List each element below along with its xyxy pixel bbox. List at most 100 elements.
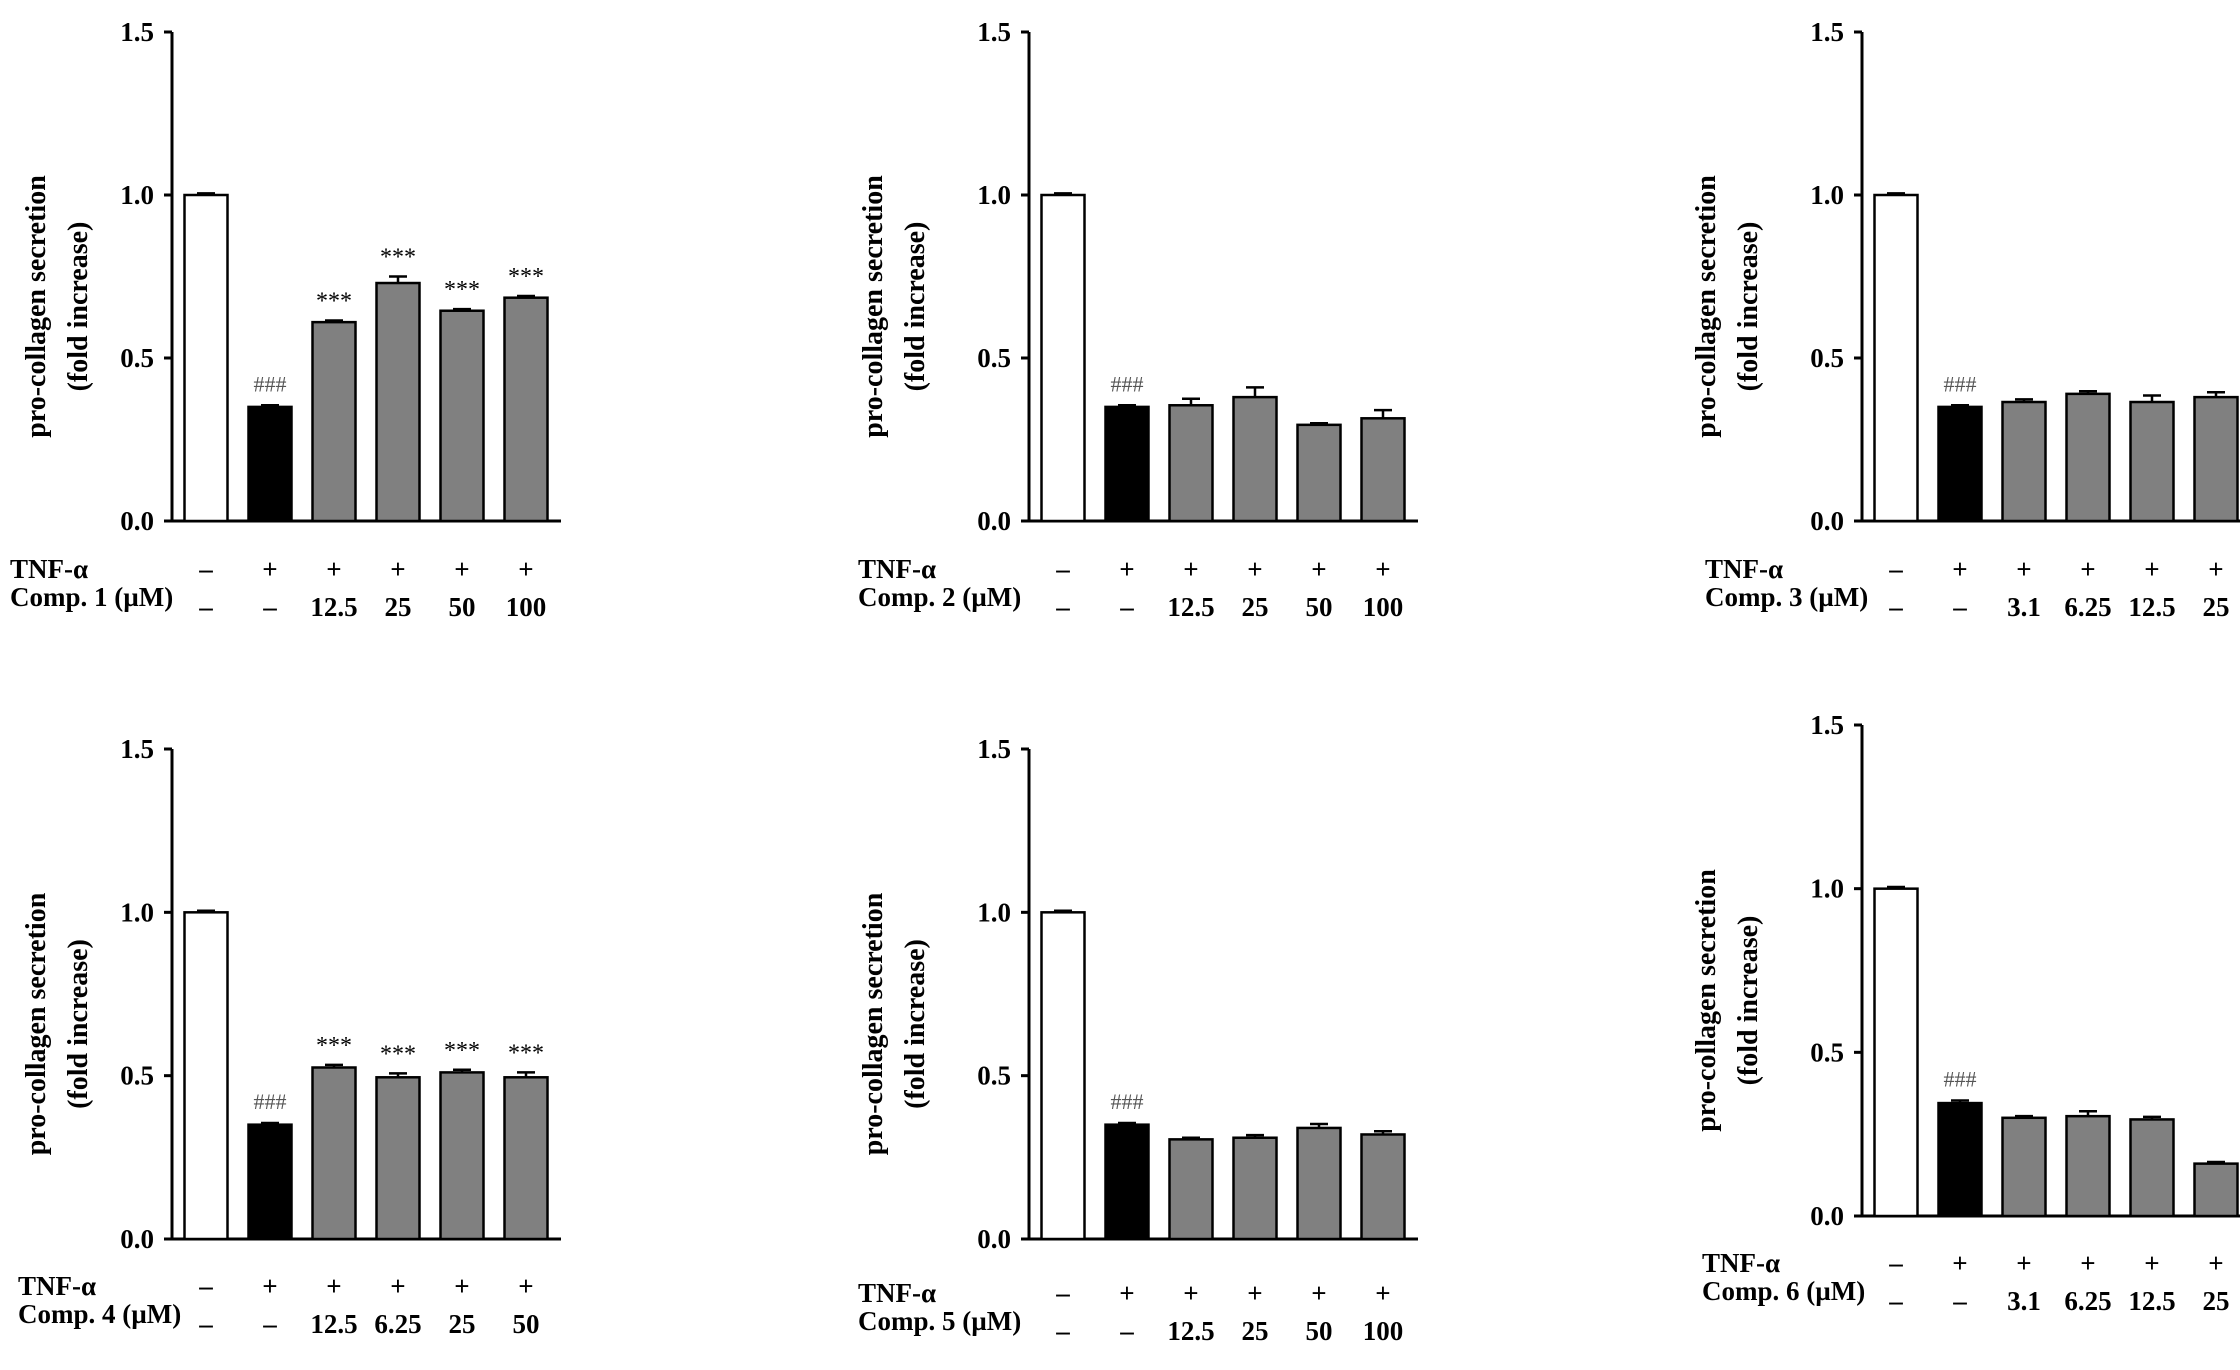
tnf-cell: + — [2144, 554, 2159, 584]
concentration-cell: 6.25 — [2064, 592, 2111, 622]
bar-6 — [503, 296, 549, 523]
y-tick-label: 0.0 — [977, 1224, 1011, 1254]
concentration-cell: 25 — [385, 592, 412, 622]
significance-star-label: *** — [508, 264, 544, 290]
bar-1 — [183, 911, 229, 1241]
y-tick-label: 0.0 — [120, 1224, 154, 1254]
y-tick-label: 1.0 — [120, 180, 154, 210]
bar-4 — [375, 1076, 421, 1241]
concentration-cell: 12.5 — [310, 1309, 357, 1339]
concentration-cell: 12.5 — [310, 592, 357, 622]
concentration-cell: 25 — [449, 1309, 476, 1339]
concentration-cell: 25 — [1242, 1316, 1269, 1346]
significance-star-label: *** — [380, 1041, 416, 1067]
bar-2 — [247, 405, 293, 523]
tnf-cell: + — [2208, 1248, 2223, 1278]
bar-6 — [2193, 395, 2239, 523]
y-axis-label: pro-collagen secretion — [1691, 869, 1722, 1132]
y-tick-label: 0.5 — [1810, 1037, 1844, 1067]
tnf-row-label: TNF-α — [1705, 554, 1783, 584]
concentration-cell: 25 — [2203, 592, 2230, 622]
tnf-cell: + — [1247, 554, 1262, 584]
y-axis-label: (fold increase) — [1733, 916, 1764, 1086]
bar-3 — [1168, 1138, 1214, 1241]
y-tick-label: 1.5 — [977, 17, 1011, 47]
tnf-cell: + — [262, 554, 277, 584]
bar-3 — [2001, 400, 2047, 523]
bar-2 — [1937, 1101, 1983, 1218]
chart-panel-5: 0.0 0.5 1.0 1.5 pro-collagen secretion (fold … — [858, 734, 1418, 1346]
concentration-cell: – — [1952, 1286, 1967, 1316]
y-tick-label: 1.5 — [120, 17, 154, 47]
concentration-cell: – — [1888, 1286, 1903, 1316]
concentration-cell: – — [1055, 1316, 1070, 1346]
concentration-cell: – — [1055, 592, 1070, 622]
bar-5 — [2129, 1118, 2175, 1218]
tnf-cell: + — [2016, 554, 2031, 584]
y-tick-label: 0.0 — [977, 506, 1011, 536]
chart-panel-3: 0.0 0.5 1.0 1.5 pro-collagen secretion (fold … — [1691, 17, 2240, 622]
tnf-cell: + — [1119, 554, 1134, 584]
concentration-cell: 100 — [1363, 1316, 1404, 1346]
bar-5 — [439, 1071, 485, 1241]
bar-4 — [2065, 1114, 2111, 1218]
concentration-cell: 6.25 — [2064, 1286, 2111, 1316]
tnf-row-label: TNF-α — [1702, 1248, 1780, 1278]
concentration-cell: – — [1119, 1316, 1134, 1346]
bar-2 — [1937, 405, 1983, 523]
comp-row-label: Comp. 2 (µM) — [858, 582, 1021, 612]
bar-4 — [1232, 395, 1278, 523]
tnf-cell: + — [390, 554, 405, 584]
tnf-cell: + — [2080, 554, 2095, 584]
comp-row-label: Comp. 5 (µM) — [858, 1306, 1021, 1336]
y-axis-label: (fold increase) — [1733, 222, 1764, 392]
tnf-cell: + — [518, 554, 533, 584]
tnf-cell: + — [518, 1271, 533, 1301]
bar-3 — [311, 1066, 357, 1241]
y-axis-label: (fold increase) — [63, 939, 94, 1109]
chart-panel-4: 0.0 0.5 1.0 1.5 pro-collagen secretion (fold … — [18, 734, 561, 1339]
tnf-cell: – — [1888, 1248, 1903, 1278]
tnf-cell: + — [1247, 1278, 1262, 1308]
tnf-cell: – — [1055, 1278, 1070, 1308]
y-tick-label: 1.5 — [1810, 710, 1844, 740]
tnf-cell: + — [2016, 1248, 2031, 1278]
concentration-cell: 50 — [449, 592, 476, 622]
y-axis-label: (fold increase) — [900, 939, 931, 1109]
bar-3 — [1168, 404, 1214, 523]
tnf-cell: + — [390, 1271, 405, 1301]
concentration-cell: 50 — [1306, 1316, 1333, 1346]
bar-4 — [375, 281, 421, 523]
significance-hash-label: ### — [1944, 371, 1977, 396]
y-axis-label: (fold increase) — [63, 222, 94, 392]
concentration-cell: – — [262, 1309, 277, 1339]
tnf-cell: + — [326, 554, 341, 584]
y-tick-label: 1.0 — [1810, 180, 1844, 210]
bar-5 — [1296, 423, 1342, 523]
significance-star-label: *** — [444, 1038, 480, 1064]
tnf-cell: + — [1952, 1248, 1967, 1278]
tnf-cell: + — [1952, 554, 1967, 584]
concentration-cell: – — [1888, 592, 1903, 622]
tnf-cell: + — [1183, 1278, 1198, 1308]
y-tick-label: 1.0 — [1810, 874, 1844, 904]
concentration-cell: 3.1 — [2007, 1286, 2041, 1316]
concentration-cell: 100 — [506, 592, 547, 622]
y-axis-label: pro-collagen secretion — [21, 892, 52, 1155]
bar-2 — [1104, 1123, 1150, 1241]
y-tick-label: 1.0 — [120, 897, 154, 927]
tnf-row-label: TNF-α — [858, 554, 936, 584]
tnf-row-label: TNF-α — [858, 1278, 936, 1308]
concentration-cell: 12.5 — [2128, 1286, 2175, 1316]
significance-hash-label: ### — [254, 371, 287, 396]
y-tick-label: 1.5 — [120, 734, 154, 764]
y-axis-label: pro-collagen secretion — [21, 175, 52, 438]
concentration-cell: 100 — [1363, 592, 1404, 622]
tnf-row-label: TNF-α — [10, 554, 88, 584]
concentration-cell: – — [198, 1309, 213, 1339]
bar-2 — [1104, 405, 1150, 523]
y-tick-label: 1.0 — [977, 180, 1011, 210]
concentration-cell: – — [1952, 592, 1967, 622]
y-tick-label: 0.5 — [977, 1061, 1011, 1091]
significance-star-label: *** — [508, 1040, 544, 1066]
